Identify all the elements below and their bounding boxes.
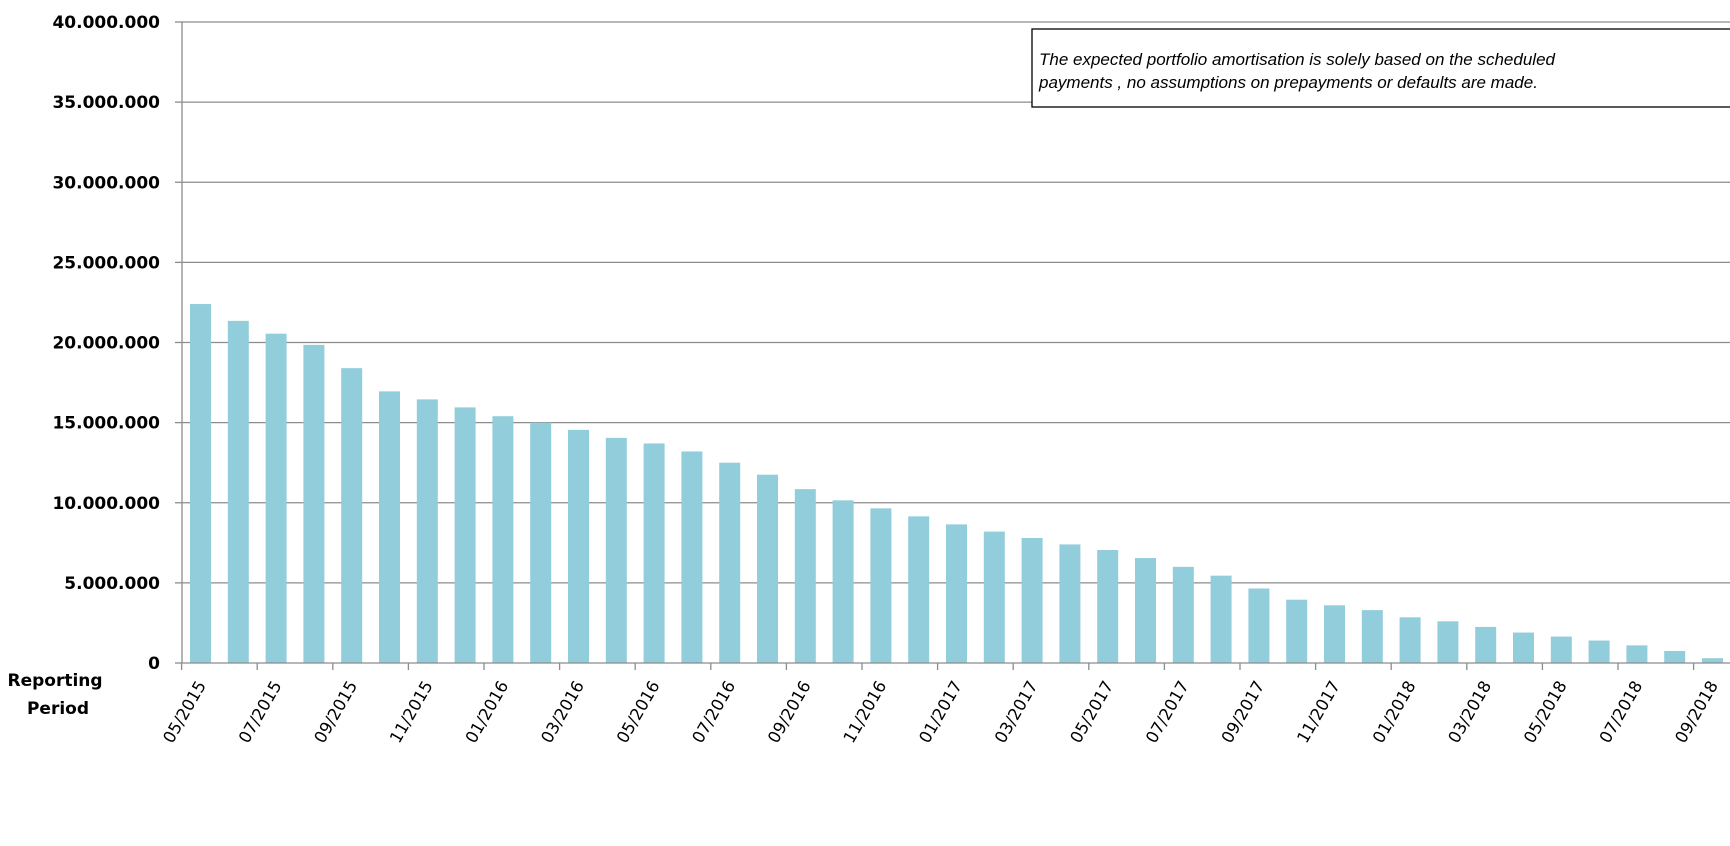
bar xyxy=(1513,632,1534,663)
bar xyxy=(1172,566,1194,663)
x-tick-label: 01/2016 xyxy=(462,678,513,747)
x-tick-label: 09/2018 xyxy=(1671,678,1722,747)
bar xyxy=(719,462,741,663)
bar xyxy=(379,391,400,663)
x-tick-label: 05/2015 xyxy=(159,678,210,747)
x-tick-label: 01/2018 xyxy=(1369,678,1420,747)
x-tick-label: 09/2015 xyxy=(310,678,361,747)
bar xyxy=(1324,605,1345,663)
annotation-line-1: The expected portfolio amortisation is s… xyxy=(1039,50,1556,69)
y-tick-labels: 0 5.000.000 10.000.000 15.000.000 20.000.000… xyxy=(52,13,160,674)
bar xyxy=(983,531,1005,663)
x-tick-label: 11/2016 xyxy=(840,678,891,747)
y-tick-label: 25.000.000 xyxy=(52,253,160,273)
bar xyxy=(1664,650,1686,663)
x-tick-label: 11/2017 xyxy=(1293,678,1344,747)
x-tick-label: 07/2015 xyxy=(235,678,286,747)
bar xyxy=(643,443,665,663)
bar xyxy=(1437,621,1459,663)
bar xyxy=(341,368,363,663)
x-tick-label: 07/2016 xyxy=(688,678,739,747)
bar xyxy=(454,407,476,663)
bar xyxy=(681,451,703,663)
bar xyxy=(832,500,854,663)
y-tick-label: 0 xyxy=(148,654,160,674)
bar xyxy=(1021,538,1043,663)
bar xyxy=(1361,610,1383,663)
bar xyxy=(794,489,816,663)
bar xyxy=(1210,575,1232,663)
bar xyxy=(568,429,589,663)
bar xyxy=(1626,645,1648,663)
x-tick-label: 09/2017 xyxy=(1218,678,1269,747)
x-tick-label: 05/2018 xyxy=(1520,678,1571,747)
bar xyxy=(1399,617,1421,663)
bar xyxy=(1588,640,1610,663)
x-tick-label: 03/2016 xyxy=(537,678,588,747)
bars xyxy=(190,304,1723,663)
bar xyxy=(1702,658,1723,663)
bar xyxy=(303,344,325,663)
x-tick-label: 07/2017 xyxy=(1142,678,1193,747)
bar xyxy=(946,524,967,663)
bar xyxy=(1550,636,1572,663)
y-tick-label: 40.000.000 xyxy=(52,13,160,33)
x-tick-label: 05/2017 xyxy=(1066,678,1117,747)
bar xyxy=(416,399,438,663)
bar xyxy=(265,333,287,663)
x-tick-label: 03/2018 xyxy=(1444,678,1495,747)
bar xyxy=(227,320,249,663)
bar xyxy=(870,508,892,663)
bar xyxy=(530,422,552,663)
y-tick-label: 35.000.000 xyxy=(52,93,160,113)
bar xyxy=(492,416,514,663)
bar xyxy=(757,474,778,663)
x-tick-label: 05/2016 xyxy=(613,678,664,747)
x-axis-label: Reporting Period xyxy=(8,671,109,719)
bar xyxy=(1097,550,1119,663)
bar xyxy=(1475,626,1497,663)
x-axis-label-line-2: Period xyxy=(27,699,89,719)
bar xyxy=(1059,544,1081,663)
y-tick-label: 30.000.000 xyxy=(52,173,160,193)
x-tick-label: 01/2017 xyxy=(915,678,966,747)
x-tick-label: 09/2016 xyxy=(764,678,815,747)
x-axis-label-line-1: Reporting xyxy=(8,671,103,691)
bar xyxy=(908,516,930,663)
x-tick-label: 07/2018 xyxy=(1596,678,1647,747)
annotation-box: The expected portfolio amortisation is s… xyxy=(1031,28,1730,108)
y-tick-label: 20.000.000 xyxy=(52,334,160,354)
y-tick-label: 5.000.000 xyxy=(64,574,160,594)
y-tick-label: 15.000.000 xyxy=(52,414,160,434)
bar xyxy=(1286,599,1308,663)
annotation-frame xyxy=(1031,28,1730,108)
bar xyxy=(1135,558,1156,663)
x-tick-label: 11/2015 xyxy=(386,678,437,747)
bar xyxy=(190,304,211,663)
axes xyxy=(181,22,1730,664)
y-tick-label: 10.000.000 xyxy=(52,494,160,514)
bar xyxy=(1248,588,1270,663)
x-tick-label: 03/2017 xyxy=(991,678,1042,747)
annotation-line-2: payments , no assumptions on prepayments… xyxy=(1038,73,1538,92)
x-tick-labels: 05/2015 07/2015 09/2015 11/2015 01/2016 03/20… xyxy=(159,663,1722,746)
bar xyxy=(605,437,627,663)
